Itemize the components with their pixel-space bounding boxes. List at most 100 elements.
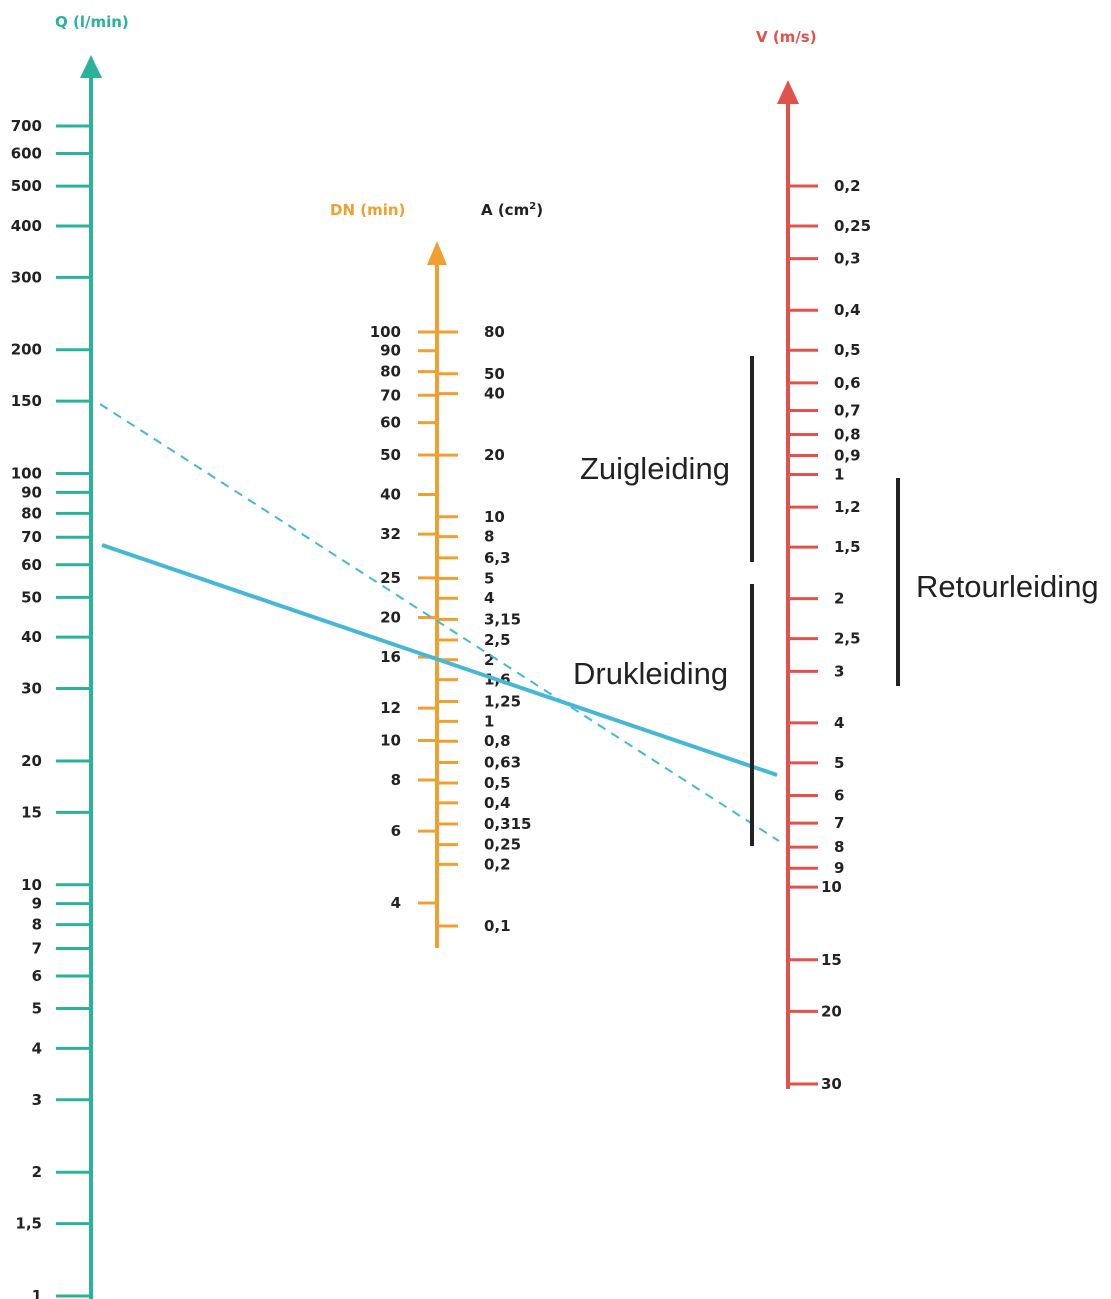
q-tick-label: 90	[21, 483, 42, 501]
q-tick-label: 9	[32, 895, 42, 913]
return-label: Retourleiding	[916, 569, 1099, 604]
v-tick-label: 1	[834, 465, 844, 483]
a-tick-label: 20	[484, 446, 505, 464]
a-tick-label: 50	[484, 365, 505, 383]
q-axis-arrowhead	[80, 55, 102, 78]
v-tick-label: 0,7	[834, 402, 861, 420]
q-tick-label: 8	[32, 916, 42, 934]
dashed-example-line	[99, 403, 780, 842]
q-axis: Q (l/min) 700600500400300200150100908070…	[11, 13, 129, 1299]
v-tick-label: 2	[834, 590, 844, 608]
a-tick-label: 0,5	[484, 774, 511, 792]
q-tick-label: 15	[21, 803, 42, 821]
v-tick-label: 3	[834, 662, 844, 680]
v-tick-label: 7	[834, 814, 844, 832]
q-tick-label: 6	[32, 967, 42, 985]
a-axis-ticks: 805040201086,3543,152,521,61,2510,80,630…	[437, 323, 531, 935]
dn-tick-label: 70	[380, 386, 401, 404]
dn-tick-label: 12	[380, 699, 401, 717]
suction-label: Zuigleiding	[580, 451, 730, 486]
q-tick-label: 300	[11, 268, 42, 286]
v-tick-label: 5	[834, 754, 844, 772]
a-axis-title-sup: 2	[529, 201, 536, 212]
dn-tick-label: 40	[380, 486, 401, 504]
q-tick-label: 7	[32, 939, 42, 957]
q-tick-label: 1,5	[15, 1215, 42, 1233]
dn-tick-label: 16	[380, 648, 401, 666]
a-tick-label: 1	[484, 712, 494, 730]
a-tick-label: 80	[484, 323, 505, 341]
q-tick-label: 40	[21, 628, 42, 646]
v-tick-label: 0,3	[834, 250, 861, 268]
q-tick-label: 80	[21, 504, 42, 522]
a-tick-label: 0,2	[484, 855, 511, 873]
solid-example-line	[101, 543, 778, 777]
q-axis-title: Q (l/min)	[55, 13, 129, 31]
q-tick-label: 700	[11, 117, 42, 135]
a-tick-label: 0,1	[484, 917, 511, 935]
a-tick-label: 6,3	[484, 549, 511, 567]
pressure-label: Drukleiding	[573, 656, 728, 691]
q-tick-label: 30	[21, 680, 42, 698]
dn-tick-label: 25	[380, 569, 401, 587]
a-axis-title-end: )	[536, 201, 543, 219]
q-tick-label: 1	[32, 1287, 42, 1299]
a-tick-label: 0,8	[484, 732, 511, 750]
q-tick-label: 3	[32, 1091, 42, 1109]
v-tick-label: 0,9	[834, 447, 861, 465]
dn-tick-label: 60	[380, 414, 401, 432]
q-tick-label: 4	[32, 1039, 42, 1057]
a-tick-label: 0,63	[484, 753, 521, 771]
dn-tick-label: 50	[380, 446, 401, 464]
dn-tick-label: 32	[380, 525, 401, 543]
q-tick-label: 600	[11, 145, 42, 163]
q-tick-label: 20	[21, 752, 42, 770]
a-axis-title: A (cm2)	[481, 201, 543, 219]
a-tick-label: 3,15	[484, 610, 521, 628]
v-tick-label: 20	[821, 1002, 842, 1020]
a-tick-label: 2,5	[484, 631, 511, 649]
a-tick-label: 0,4	[484, 794, 511, 812]
a-tick-label: 40	[484, 385, 505, 403]
v-tick-label: 9	[834, 859, 844, 877]
v-axis-arrowhead	[777, 80, 799, 104]
dn-axis-title: DN (min)	[330, 201, 405, 219]
a-tick-label: 4	[484, 589, 494, 607]
dn-tick-label: 10	[380, 731, 401, 749]
a-tick-label: 10	[484, 508, 505, 526]
a-tick-label: 5	[484, 569, 494, 587]
v-tick-label: 0,25	[834, 217, 871, 235]
a-tick-label: 2	[484, 651, 494, 669]
q-tick-label: 400	[11, 217, 42, 235]
q-tick-label: 100	[11, 465, 42, 483]
q-tick-label: 500	[11, 177, 42, 195]
q-tick-label: 70	[21, 528, 42, 546]
a-tick-label: 0,25	[484, 836, 521, 854]
q-tick-label: 50	[21, 588, 42, 606]
dn-tick-label: 6	[391, 822, 401, 840]
dn-tick-label: 100	[370, 323, 401, 341]
v-tick-label: 0,2	[834, 177, 861, 195]
dn-axis: DN (min) A (cm2) 10090807060504032252016…	[330, 201, 543, 948]
v-axis: V (m/s) 0,2 0,25 0,3 0,4 0,5 0,6 0,7 0,8 0,91 1,2…	[756, 28, 871, 1093]
v-axis-title: V (m/s)	[756, 28, 817, 46]
a-axis-title-main: A (cm	[481, 201, 529, 219]
v-tick-label: 1,5	[834, 538, 861, 556]
q-tick-label: 200	[11, 341, 42, 359]
dn-tick-label: 20	[380, 609, 401, 627]
q-tick-label: 10	[21, 876, 42, 894]
v-tick-label: 8	[834, 838, 844, 856]
dn-axis-arrowhead	[427, 241, 447, 265]
v-tick-label: 30	[821, 1075, 842, 1093]
dn-tick-label: 90	[380, 342, 401, 360]
dn-tick-label: 8	[391, 771, 401, 789]
dn-tick-label: 4	[391, 894, 401, 912]
v-tick-label: 1,2	[834, 498, 861, 516]
a-tick-label: 0,315	[484, 815, 531, 833]
v-tick-label: 0,8	[834, 425, 861, 443]
v-tick-label: 6	[834, 787, 844, 805]
q-tick-label: 150	[11, 392, 42, 410]
v-tick-label: 10	[821, 878, 842, 896]
